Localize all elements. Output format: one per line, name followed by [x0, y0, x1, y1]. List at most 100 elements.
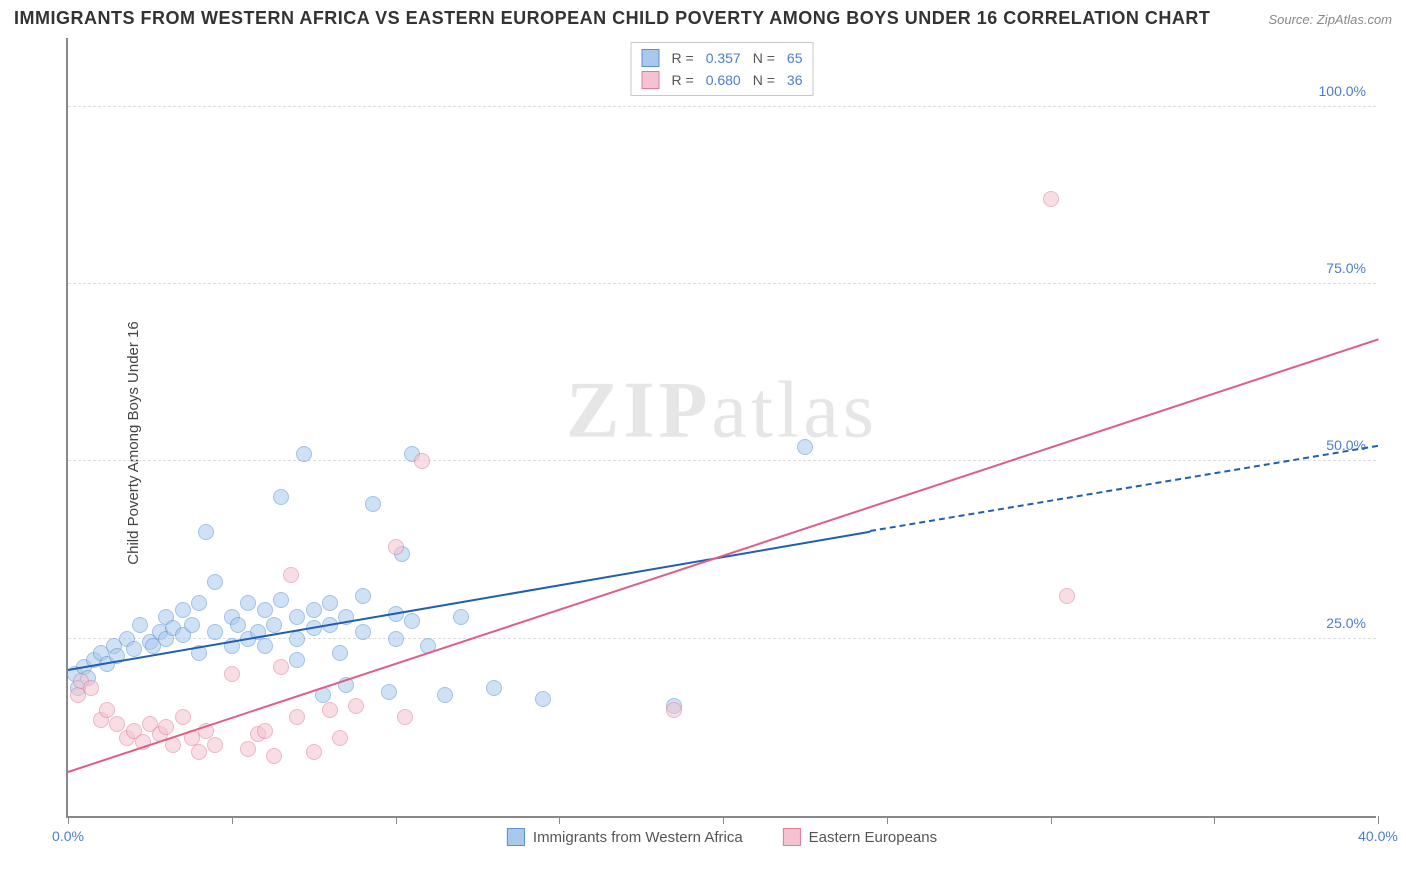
legend-series: Immigrants from Western Africa Eastern Eu…: [487, 828, 957, 846]
scatter-point-pink: [1043, 191, 1059, 207]
x-tick: [1214, 816, 1215, 824]
watermark: ZIPatlas: [566, 366, 878, 457]
scatter-point-blue: [191, 595, 207, 611]
scatter-point-pink: [666, 702, 682, 718]
legend-swatch-icon: [642, 71, 660, 89]
scatter-point-pink: [283, 567, 299, 583]
legend-n-value: 65: [787, 50, 803, 66]
scatter-point-pink: [289, 709, 305, 725]
legend-n-label: N =: [753, 72, 775, 88]
scatter-point-blue: [355, 624, 371, 640]
scatter-point-blue: [257, 602, 273, 618]
scatter-point-blue: [230, 617, 246, 633]
y-tick-label: 100.0%: [1315, 83, 1370, 99]
scatter-point-pink: [191, 744, 207, 760]
scatter-point-pink: [1059, 588, 1075, 604]
legend-n-label: N =: [753, 50, 775, 66]
scatter-point-blue: [797, 439, 813, 455]
scatter-point-pink: [397, 709, 413, 725]
scatter-point-blue: [332, 645, 348, 661]
scatter-point-pink: [332, 730, 348, 746]
scatter-point-blue: [486, 680, 502, 696]
scatter-point-pink: [224, 666, 240, 682]
x-tick: [887, 816, 888, 824]
source-label: Source: ZipAtlas.com: [1268, 12, 1392, 27]
scatter-point-pink: [99, 702, 115, 718]
gridline: [68, 106, 1376, 107]
scatter-point-pink: [158, 719, 174, 735]
gridline: [68, 460, 1376, 461]
scatter-point-pink: [175, 709, 191, 725]
x-tick-label: 0.0%: [52, 828, 84, 844]
scatter-point-blue: [132, 617, 148, 633]
scatter-point-blue: [535, 691, 551, 707]
chart-title: IMMIGRANTS FROM WESTERN AFRICA VS EASTER…: [14, 8, 1210, 29]
scatter-point-blue: [175, 602, 191, 618]
x-tick: [1051, 816, 1052, 824]
y-tick-label: 25.0%: [1322, 615, 1370, 631]
scatter-point-blue: [289, 652, 305, 668]
scatter-point-blue: [365, 496, 381, 512]
scatter-point-blue: [355, 588, 371, 604]
scatter-point-pink: [348, 698, 364, 714]
x-tick: [1378, 816, 1379, 824]
scatter-point-blue: [207, 624, 223, 640]
scatter-point-pink: [240, 741, 256, 757]
legend-row-pink: R = 0.680 N = 36: [642, 69, 803, 91]
scatter-point-pink: [273, 659, 289, 675]
scatter-point-pink: [207, 737, 223, 753]
x-tick: [396, 816, 397, 824]
legend-correlation: R = 0.357 N = 65 R = 0.680 N = 36: [631, 42, 814, 96]
x-tick: [232, 816, 233, 824]
scatter-point-pink: [266, 748, 282, 764]
scatter-point-blue: [388, 631, 404, 647]
regression-line: [68, 530, 871, 670]
scatter-point-pink: [109, 716, 125, 732]
scatter-point-blue: [207, 574, 223, 590]
legend-swatch-icon: [507, 828, 525, 846]
scatter-point-blue: [126, 641, 142, 657]
plot-area: ZIPatlas R =0.357N =65R =0.680N =36 Immi…: [66, 38, 1376, 818]
legend-r-label: R =: [672, 72, 694, 88]
legend-series-label: Eastern Europeans: [809, 829, 937, 846]
scatter-point-blue: [257, 638, 273, 654]
scatter-point-blue: [266, 617, 282, 633]
scatter-point-pink: [414, 453, 430, 469]
scatter-point-pink: [322, 702, 338, 718]
chart-container: Child Poverty Among Boys Under 16 ZIPatl…: [50, 38, 1390, 848]
scatter-point-blue: [437, 687, 453, 703]
legend-swatch-icon: [642, 49, 660, 67]
x-tick: [68, 816, 69, 824]
legend-series-label: Immigrants from Western Africa: [533, 829, 743, 846]
scatter-point-pink: [257, 723, 273, 739]
y-tick-label: 75.0%: [1322, 260, 1370, 276]
legend-r-label: R =: [672, 50, 694, 66]
scatter-point-blue: [404, 613, 420, 629]
legend-swatch-icon: [783, 828, 801, 846]
scatter-point-blue: [273, 592, 289, 608]
legend-row-blue: R = 0.357 N = 65: [642, 47, 803, 69]
x-tick: [559, 816, 560, 824]
scatter-point-blue: [289, 631, 305, 647]
scatter-point-pink: [306, 744, 322, 760]
scatter-point-blue: [289, 609, 305, 625]
legend-r-value: 0.357: [706, 50, 741, 66]
scatter-point-blue: [240, 595, 256, 611]
legend-n-value: 36: [787, 72, 803, 88]
scatter-point-blue: [184, 617, 200, 633]
x-tick: [723, 816, 724, 824]
scatter-point-pink: [83, 680, 99, 696]
scatter-point-blue: [198, 524, 214, 540]
legend-series-blue: Immigrants from Western Africa: [507, 828, 743, 846]
scatter-point-pink: [388, 539, 404, 555]
scatter-point-blue: [381, 684, 397, 700]
gridline: [68, 283, 1376, 284]
scatter-point-blue: [453, 609, 469, 625]
scatter-point-blue: [306, 602, 322, 618]
scatter-point-blue: [322, 595, 338, 611]
scatter-point-blue: [273, 489, 289, 505]
x-tick-label: 40.0%: [1358, 828, 1398, 844]
legend-r-value: 0.680: [706, 72, 741, 88]
scatter-point-blue: [296, 446, 312, 462]
legend-series-pink: Eastern Europeans: [783, 828, 937, 846]
